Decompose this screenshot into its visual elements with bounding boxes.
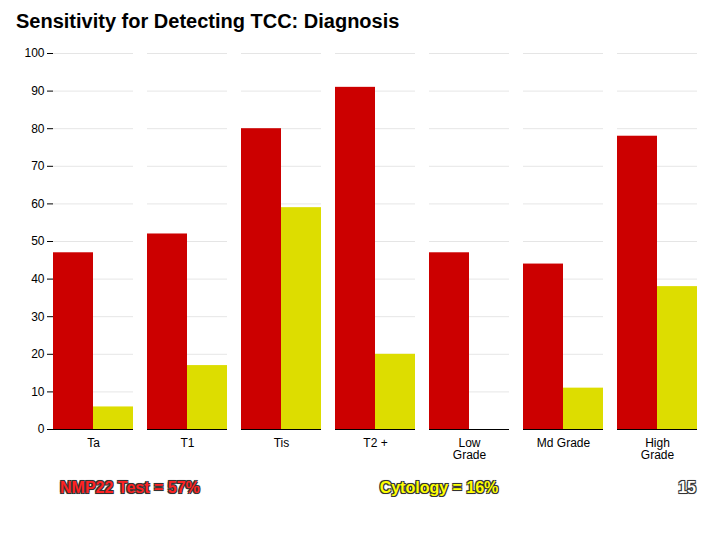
svg-text:0: 0 [38, 422, 45, 436]
svg-text:90: 90 [31, 84, 45, 98]
svg-text:60: 60 [31, 197, 45, 211]
svg-text:HighGrade: HighGrade [641, 436, 675, 462]
svg-text:80: 80 [31, 122, 45, 136]
svg-text:T1: T1 [180, 436, 194, 450]
html-text:15: 15 [678, 479, 696, 496]
svg-text:Ta: Ta [87, 436, 100, 450]
svg-text:Md Grade: Md Grade [537, 436, 591, 450]
svg-text:T2 +: T2 + [363, 436, 387, 450]
html-text:Cytology = 16%: Cytology = 16% [379, 479, 499, 496]
svg-text:30: 30 [31, 310, 45, 324]
svg-text:70: 70 [31, 159, 45, 173]
html-text:Sensitivity for Detecting TCC:: Sensitivity for Detecting TCC: Diagnosis [16, 10, 400, 32]
svg-text:100: 100 [24, 46, 44, 60]
svg-text:40: 40 [31, 272, 45, 286]
svg-text:10: 10 [31, 385, 45, 399]
svg-text:LowGrade: LowGrade [453, 436, 487, 462]
svg-text:50: 50 [31, 234, 45, 248]
html-text:NMP22 Test = 57%: NMP22 Test = 57% [60, 479, 200, 496]
svg-text:Tis: Tis [274, 436, 290, 450]
svg-text:20: 20 [31, 347, 45, 361]
